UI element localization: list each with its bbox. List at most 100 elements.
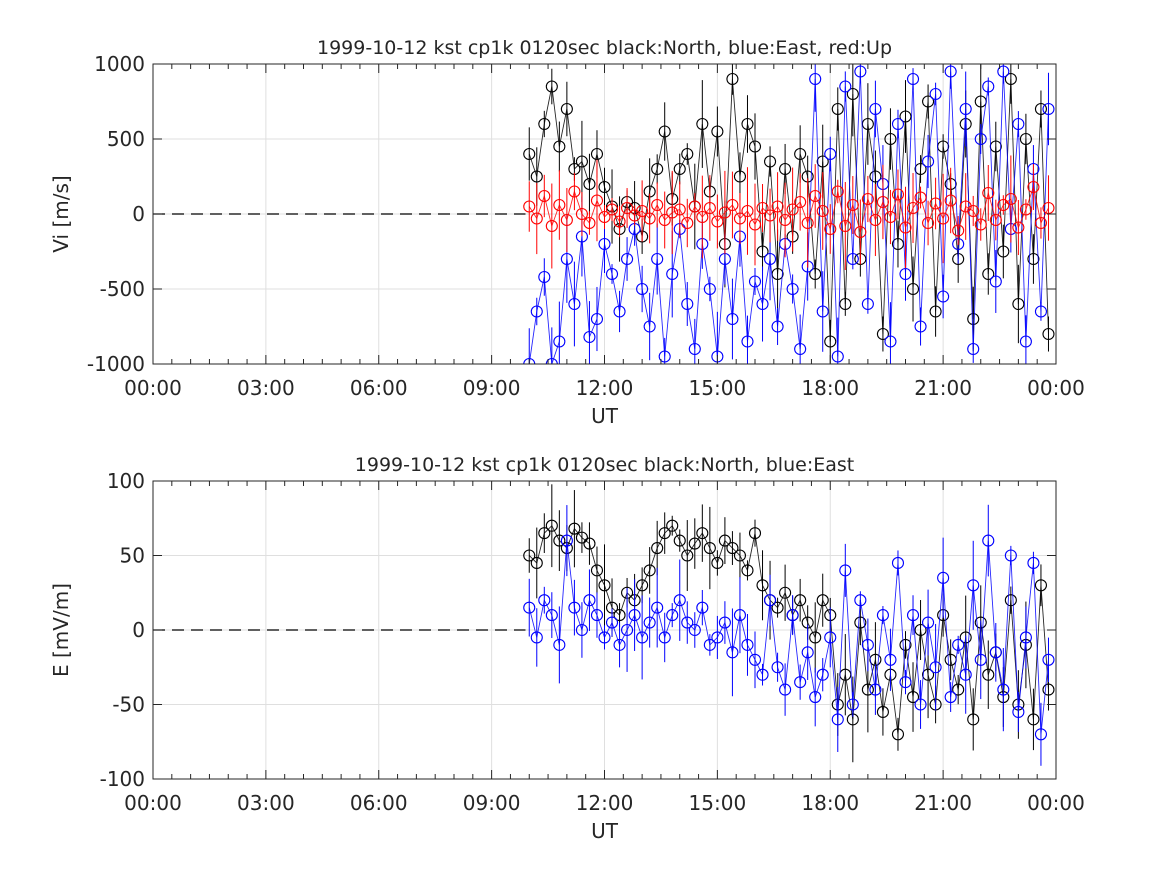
velocity-north-point	[590, 147, 604, 161]
efield-north-point	[673, 534, 686, 547]
efield-east-point	[590, 609, 604, 622]
velocity-east-point	[688, 342, 701, 356]
velocity-east-point	[861, 297, 874, 311]
velocity-north-point	[560, 102, 573, 116]
velocity-east-point	[967, 342, 980, 356]
velocity-up-point	[560, 213, 573, 227]
efield-east-point	[1034, 728, 1047, 741]
efield-north-point	[1042, 683, 1055, 696]
efield-north-point	[568, 522, 581, 535]
velocity-series-east	[523, 64, 1055, 364]
velocity-north-point	[530, 170, 543, 183]
efield-east-point	[974, 653, 987, 666]
efield-north-point	[613, 609, 626, 622]
efield-north-point	[658, 527, 671, 540]
velocity-east-point	[944, 65, 957, 78]
velocity-data	[523, 64, 1055, 364]
velocity-east-point	[703, 282, 716, 296]
efield-east-point	[861, 638, 874, 651]
efield-east-point	[771, 661, 784, 674]
efield-east-point	[929, 661, 942, 674]
velocity-up-point	[989, 213, 1002, 227]
velocity-up-point	[628, 209, 641, 222]
velocity-up-point	[891, 188, 905, 201]
velocity-east-point	[786, 282, 799, 296]
velocity-east-point	[651, 252, 664, 266]
efield-north-point	[681, 549, 694, 562]
velocity-north-point	[884, 132, 897, 146]
efield-east-point	[568, 601, 581, 614]
efield-x-tick-label: 00:00	[1027, 791, 1085, 815]
efield-x-tick-label: 21:00	[914, 791, 972, 815]
velocity-east-point	[839, 80, 852, 93]
efield-east-point	[658, 631, 671, 644]
velocity-north-point	[673, 162, 686, 176]
velocity-east-point	[538, 270, 551, 284]
efield-north-point	[718, 534, 731, 547]
velocity-up-point	[718, 206, 731, 219]
velocity-east-point	[621, 252, 634, 266]
velocity-east-point	[530, 305, 543, 318]
velocity-up-point	[854, 225, 867, 239]
velocity-x-tick-label: 15:00	[689, 376, 747, 400]
velocity-north-point	[1034, 102, 1047, 116]
velocity-north-point	[733, 170, 747, 183]
efield-north-point	[816, 594, 829, 607]
velocity-up-point	[974, 218, 987, 231]
efield-north-point	[643, 564, 656, 577]
velocity-x-tick-label: 06:00	[350, 376, 408, 400]
efield-east-point	[748, 653, 762, 666]
velocity-up-point	[944, 194, 957, 207]
velocity-east-point	[598, 237, 611, 251]
velocity-north-point	[763, 155, 777, 168]
velocity-north-point	[794, 147, 807, 161]
velocity-up-point	[756, 201, 769, 215]
velocity-east-point	[914, 320, 927, 333]
velocity-north-point	[681, 147, 694, 161]
efield-north-point	[1034, 579, 1047, 592]
efield-north-point	[636, 579, 649, 592]
efield-east-point	[854, 594, 867, 607]
velocity-east-point	[816, 305, 829, 318]
velocity-north-point	[545, 80, 558, 93]
efield-east-point	[575, 623, 588, 637]
velocity-north-point	[711, 125, 724, 138]
efield-north-point	[553, 534, 566, 547]
velocity-north-point	[651, 162, 664, 176]
velocity-up-point	[959, 200, 972, 213]
velocity-up-point	[831, 185, 844, 198]
velocity-up-point	[861, 192, 874, 206]
efield-y-tick-label: -50	[112, 693, 145, 717]
velocity-up-point	[696, 210, 709, 224]
velocity-y-axis-label: Vi [m/s]	[49, 175, 73, 252]
efield-chart-title: 1999-10-12 kst cp1k 0120sec black:North,…	[355, 454, 854, 476]
velocity-up-point	[538, 189, 551, 203]
velocity-up-point	[590, 194, 604, 207]
efield-north-point	[1004, 594, 1017, 607]
efield-east-point	[643, 616, 656, 629]
velocity-up-point	[545, 219, 558, 233]
velocity-east-point	[824, 147, 837, 161]
velocity-east-point	[613, 305, 626, 318]
efield-north-point	[590, 564, 604, 577]
velocity-north-point	[869, 170, 882, 183]
velocity-east-point	[756, 297, 769, 311]
velocity-east-point	[523, 357, 536, 364]
efield-east-point	[696, 601, 709, 614]
efield-east-point	[816, 668, 829, 681]
velocity-x-tick-label: 18:00	[801, 376, 859, 400]
efield-y-tick-label: 0	[132, 618, 145, 642]
velocity-east-point	[1034, 305, 1047, 318]
efield-north-point	[779, 586, 792, 599]
velocity-north-point	[982, 267, 995, 281]
velocity-north-point	[1019, 132, 1032, 146]
velocity-chart-title: 1999-10-12 kst cp1k 0120sec black:North,…	[317, 37, 892, 59]
efield-east-point	[583, 594, 596, 607]
velocity-north-point	[523, 147, 536, 161]
velocity-up-point	[1004, 192, 1017, 206]
velocity-up-point	[869, 213, 882, 227]
efield-east-point	[673, 594, 686, 607]
velocity-east-point	[1042, 102, 1055, 116]
velocity-up-point	[922, 216, 935, 230]
efield-east-point	[733, 609, 747, 622]
